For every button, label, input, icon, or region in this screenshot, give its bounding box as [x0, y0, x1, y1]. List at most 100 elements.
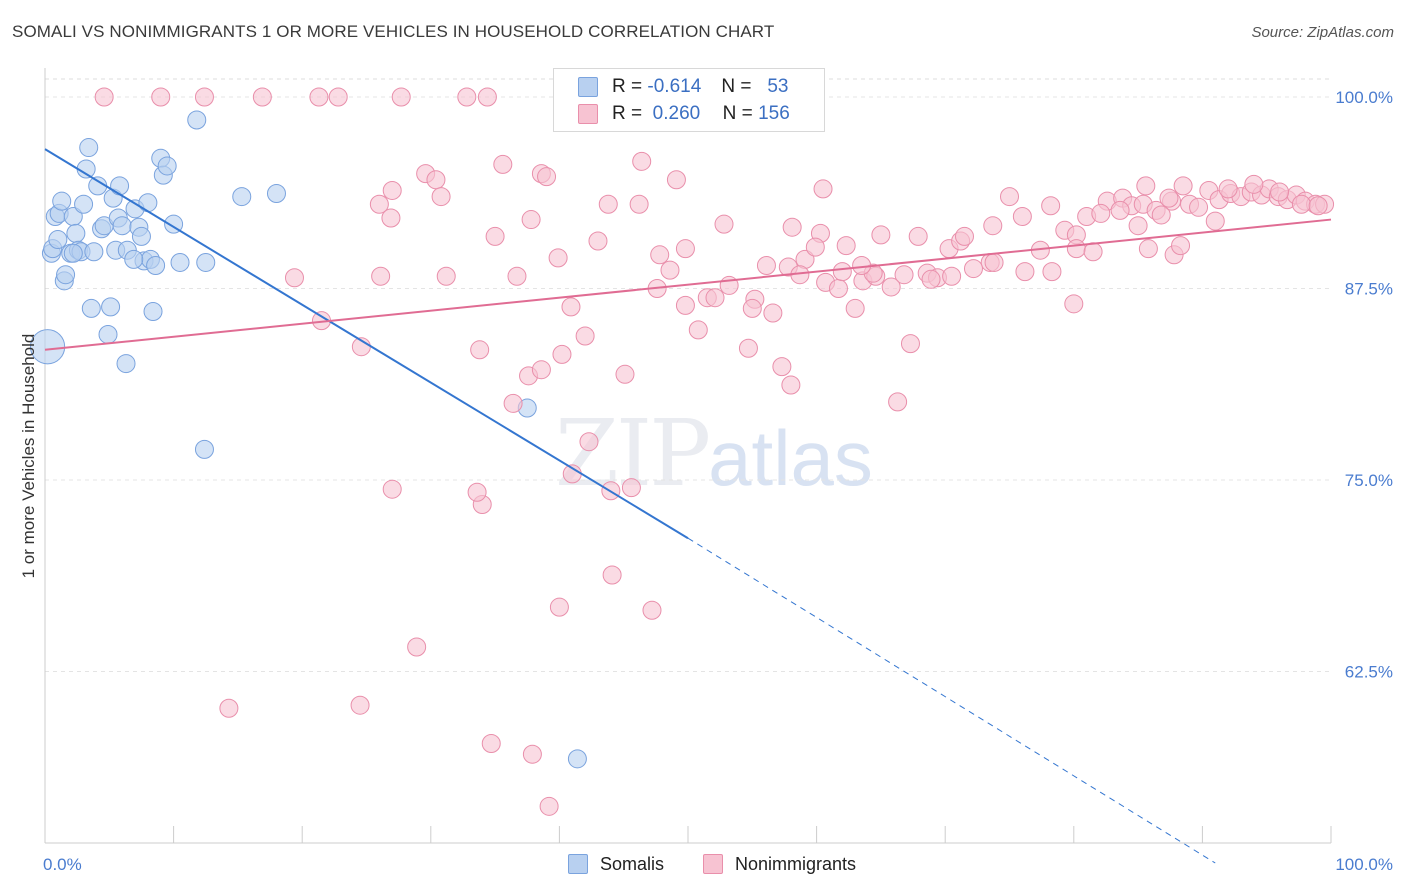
nonimmigrants-point — [457, 87, 477, 107]
nonimmigrants-point — [549, 597, 569, 617]
nonimmigrants-point — [369, 194, 389, 214]
nonimmigrants-point — [615, 364, 635, 384]
somalis-point — [56, 265, 76, 285]
somalis-point — [81, 298, 101, 318]
nonimmigrants-point — [629, 194, 649, 214]
nonimmigrants-point — [284, 268, 304, 288]
nonimmigrants-point — [888, 392, 908, 412]
legend-swatch-nonimmigrants — [578, 104, 598, 124]
somalis-point — [131, 226, 151, 246]
nonimmigrants-point — [921, 269, 941, 289]
legend-n-value-somalis: 53 — [767, 76, 789, 97]
bottom-swatch-somalis — [568, 854, 588, 874]
legend-row-somalis: R = -0.614 N = 53 — [578, 74, 788, 100]
nonimmigrants-point — [1136, 176, 1156, 196]
somalis-trend-extension — [687, 537, 1216, 864]
nonimmigrants-point — [984, 252, 1004, 272]
nonimmigrants-point — [1041, 196, 1061, 216]
legend-n-value-nonimmigrants: 156 — [758, 103, 790, 124]
somalis-point — [196, 252, 216, 272]
nonimmigrants-point — [1042, 262, 1062, 282]
legend-r-value-nonimmigrants: 0.260 — [652, 103, 701, 124]
y-tick-label: 75.0% — [1345, 471, 1393, 490]
nonimmigrants-point — [507, 266, 527, 286]
y-tick-label: 62.5% — [1345, 663, 1393, 682]
nonimmigrants-point — [805, 237, 825, 257]
legend-n-label: N = — [722, 103, 753, 124]
somalis-point — [76, 159, 96, 179]
somalis-point — [187, 110, 207, 130]
nonimmigrants-point — [1308, 196, 1328, 216]
nonimmigrants-point — [381, 208, 401, 228]
nonimmigrants-point — [1066, 239, 1086, 259]
nonimmigrants-point — [894, 265, 914, 285]
nonimmigrants-point — [1189, 197, 1209, 217]
nonimmigrants-point — [813, 179, 833, 199]
nonimmigrants-point — [436, 266, 456, 286]
nonimmigrants-point — [426, 170, 446, 190]
legend-r-value-somalis: -0.614 — [647, 76, 702, 97]
nonimmigrants-point — [219, 698, 239, 718]
nonimmigrants-point — [1159, 188, 1179, 208]
tick-labels: 62.5% 75.0% 87.5% 100.0% 0.0% 100.0% — [43, 88, 1393, 874]
somalis-point — [194, 439, 214, 459]
nonimmigrants-point — [1091, 203, 1111, 223]
x-tick-label: 0.0% — [43, 855, 82, 874]
axes — [44, 68, 1332, 844]
trend-lines — [44, 148, 1332, 864]
somalis-point — [143, 301, 163, 321]
nonimmigrants-point — [431, 187, 451, 207]
nonimmigrants-point — [983, 216, 1003, 236]
somalis-trend-line — [44, 148, 689, 540]
nonimmigrants-point — [782, 217, 802, 237]
nonimmigrants-point — [1218, 179, 1238, 199]
grid-lines — [45, 78, 1331, 672]
nonimmigrants-point — [942, 266, 962, 286]
nonimmigrants-point — [537, 167, 557, 187]
y-tick-label: 87.5% — [1345, 280, 1393, 299]
nonimmigrants-point — [493, 154, 513, 174]
nonimmigrants-point — [382, 180, 402, 200]
nonimmigrants-point — [772, 357, 792, 377]
nonimmigrants-point — [1270, 182, 1290, 202]
somalis-point — [266, 184, 286, 204]
somalis-point — [52, 191, 72, 211]
somalis-point — [63, 243, 83, 263]
bottom-legend-nonimmigrants: Nonimmigrants — [703, 852, 856, 876]
somalis-point — [116, 354, 136, 374]
nonimmigrants-point — [485, 226, 505, 246]
nonimmigrants-point — [1205, 211, 1225, 231]
nonimmigrants-point — [621, 478, 641, 498]
nonimmigrants-point — [561, 297, 581, 317]
nonimmigrants-point — [660, 260, 680, 280]
somalis-point — [567, 749, 587, 769]
nonimmigrants-point — [756, 256, 776, 276]
nonimmigrants-point — [548, 248, 568, 268]
nonimmigrants-point — [642, 600, 662, 620]
nonimmigrants-point — [522, 744, 542, 764]
nonimmigrants-point — [467, 482, 487, 502]
y-tick-label: 100.0% — [1335, 88, 1393, 107]
nonimmigrants-point — [151, 87, 171, 107]
somalis-point — [98, 324, 118, 344]
nonimmigrants-point — [407, 637, 427, 657]
nonimmigrants-point — [1012, 206, 1032, 226]
nonimmigrants-point — [503, 393, 523, 413]
somalis-point — [170, 252, 190, 272]
bottom-swatch-nonimmigrants — [703, 854, 723, 874]
nonimmigrants-point — [954, 226, 974, 246]
x-tick-label: 100.0% — [1335, 855, 1393, 874]
nonimmigrants-point — [845, 298, 865, 318]
nonimmigrants-points — [94, 87, 1335, 816]
nonimmigrants-point — [675, 295, 695, 315]
nonimmigrants-point — [1291, 194, 1311, 214]
nonimmigrants-point — [714, 214, 734, 234]
nonimmigrants-point — [194, 87, 214, 107]
nonimmigrants-point — [470, 340, 490, 360]
nonimmigrants-point — [836, 236, 856, 256]
bottom-legend-label-somalis: Somalis — [600, 853, 665, 874]
nonimmigrants-point — [963, 259, 983, 279]
somalis-point — [48, 229, 68, 249]
nonimmigrants-point — [881, 277, 901, 297]
nonimmigrants-point — [371, 266, 391, 286]
